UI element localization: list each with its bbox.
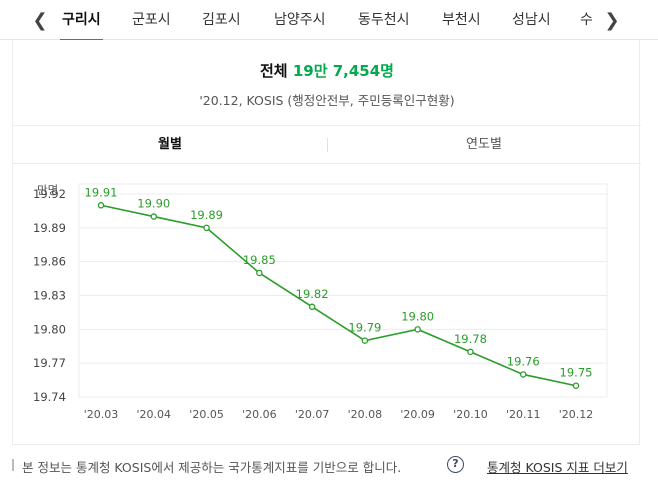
x-tick-label: '20.11 (506, 408, 541, 421)
x-tick-label: '20.08 (348, 408, 383, 421)
x-tick-label: '20.10 (453, 408, 488, 421)
tab-region-5[interactable]: 부천시 (442, 12, 481, 28)
y-tick-label: 19.74 (33, 390, 66, 404)
tab-region-1[interactable]: 군포시 (132, 12, 171, 28)
tab-monthly[interactable]: 월별 (158, 137, 182, 152)
y-tick-label: 19.77 (33, 356, 66, 370)
y-tick-label: 19.80 (33, 322, 66, 336)
y-tick-label: 19.92 (33, 187, 66, 201)
tab-region-2[interactable]: 김포시 (202, 12, 241, 28)
kosis-more-link[interactable]: 통계청 KOSIS 지표 더보기 (487, 460, 628, 475)
data-label: 19.80 (401, 309, 434, 323)
data-point (467, 348, 474, 356)
chevron-right-icon[interactable]: ❯ (604, 9, 620, 31)
data-label: 19.79 (348, 321, 381, 335)
footer-note: 본 정보는 통계청 KOSIS에서 제공하는 국가통계지표를 기반으로 합니다. (22, 460, 402, 475)
data-point (203, 224, 210, 232)
x-tick-label: '20.12 (559, 408, 594, 421)
region-tab-bar: ❮ 구리시 군포시 김포시 남양주시 동두천시 부천시 성남시 수 ❯ (0, 0, 658, 40)
data-source: '20.12, KOSIS (행정안전부, 주민등록인구현황) (199, 93, 455, 108)
region-tabs: 구리시 군포시 김포시 남양주시 동두천시 부천시 성남시 수 (52, 0, 592, 40)
total-label: 전체 (260, 62, 288, 80)
x-tick-label: '20.03 (84, 408, 119, 421)
data-label: 19.85 (243, 253, 276, 267)
x-tick-label: '20.06 (242, 408, 277, 421)
data-label: 19.78 (454, 332, 487, 346)
tab-region-7[interactable]: 수 (580, 12, 592, 28)
x-tick-label: '20.05 (189, 408, 224, 421)
line-chart-svg: 만명 19.74 19.77 19.80 19.83 19.86 19.89 19.92 '20… (33, 183, 608, 421)
x-tick-label: '20.09 (400, 408, 435, 421)
data-label: 19.76 (507, 354, 540, 368)
data-label: 19.90 (137, 197, 170, 211)
data-point (308, 303, 316, 311)
data-point (150, 213, 158, 220)
y-unit-label: 만명 (37, 183, 58, 197)
data-point (361, 337, 369, 344)
data-point (414, 326, 421, 333)
period-tabs: 월별 연도별 (13, 126, 641, 164)
data-label: 19.91 (85, 185, 118, 199)
tab-region-3[interactable]: 남양주시 (274, 12, 326, 28)
data-point (572, 382, 580, 389)
data-label: 19.82 (296, 287, 329, 301)
total-population: 전체 19만 7,454명 (13, 60, 641, 81)
tab-region-4[interactable]: 동두천시 (358, 12, 410, 28)
data-point (519, 371, 527, 378)
x-tick-label: '20.07 (295, 408, 330, 421)
period-tab-divider (327, 138, 328, 152)
chevron-left-icon[interactable]: ❮ (32, 9, 48, 31)
x-tick-label: '20.04 (137, 408, 172, 421)
question-circle-icon[interactable]: ? (447, 456, 464, 473)
tab-region-0[interactable]: 구리시 (60, 0, 103, 40)
y-tick-label: 19.83 (33, 289, 66, 303)
tab-region-6[interactable]: 성남시 (512, 12, 551, 28)
series-line (100, 204, 577, 387)
y-tick-label: 19.86 (33, 255, 66, 269)
population-summary: 전체 19만 7,454명 '20.12, KOSIS (행정안전부, 주민등록… (13, 40, 641, 126)
population-panel: 전체 19만 7,454명 '20.12, KOSIS (행정안전부, 주민등록… (12, 40, 641, 445)
y-tick-label: 19.89 (33, 221, 66, 235)
data-label: 19.89 (190, 208, 223, 222)
tab-yearly[interactable]: 연도별 (466, 137, 502, 152)
data-point (97, 202, 105, 209)
data-label: 19.75 (560, 366, 593, 380)
data-point (256, 269, 263, 277)
total-value: 19만 7,454명 (292, 62, 394, 80)
population-chart: 만명 19.74 19.77 19.80 19.83 19.86 19.89 19.92 '20… (13, 164, 641, 445)
footer-bar (12, 459, 14, 471)
footer: 본 정보는 통계청 KOSIS에서 제공하는 국가통계지표를 기반으로 합니다.… (0, 450, 658, 480)
